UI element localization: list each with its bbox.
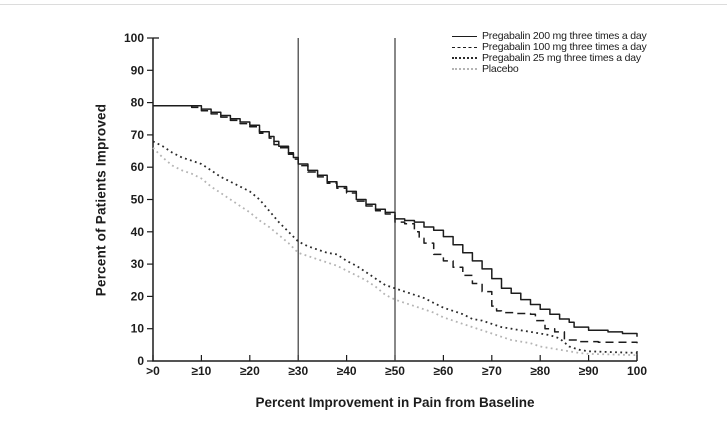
x-tick-label: ≥70 <box>482 364 502 378</box>
y-tick-label: 70 <box>131 128 145 142</box>
chart-legend: Pregabalin 200 mg three times a day Preg… <box>452 30 647 75</box>
series-curve-1 <box>153 105 638 344</box>
y-axis-title: Percent of Patients Improved <box>93 103 109 297</box>
legend-item-pregabalin-100: Pregabalin 100 mg three times a day <box>452 41 647 54</box>
page-top-rule <box>0 4 727 5</box>
x-tick-label: ≥80 <box>530 364 550 378</box>
x-tick-label: ≥20 <box>240 364 260 378</box>
y-tick-label: 30 <box>131 257 145 271</box>
legend-item-pregabalin-200: Pregabalin 200 mg three times a day <box>452 30 647 43</box>
x-tick-label: ≥10 <box>191 364 211 378</box>
y-tick-label: 80 <box>131 96 145 110</box>
y-tick-label: 50 <box>131 193 145 207</box>
x-tick-label: ≥30 <box>288 364 308 378</box>
x-axis-title: Percent Improvement in Pain from Baselin… <box>255 395 535 410</box>
legend-item-pregabalin-25: Pregabalin 25 mg three times a day <box>452 52 647 64</box>
y-tick-label: 60 <box>131 160 145 174</box>
dashed-line-sample-icon <box>452 46 477 48</box>
x-tick-label: ≥40 <box>337 364 357 378</box>
x-tick-label: ≥50 <box>385 364 405 378</box>
y-tick-label: 90 <box>131 63 145 77</box>
series-curve-2 <box>152 140 638 354</box>
y-tick-label: 10 <box>131 322 145 336</box>
legend-label: Pregabalin 25 mg three times a day <box>482 52 641 64</box>
x-tick-label: 100 <box>627 364 647 378</box>
y-tick-label: 100 <box>124 31 144 45</box>
light-dotted-line-sample-icon <box>452 67 477 70</box>
y-tick-label: 0 <box>137 354 144 368</box>
x-tick-label: >0 <box>146 364 160 378</box>
y-tick-label: 40 <box>131 225 145 239</box>
legend-item-placebo: Placebo <box>452 62 647 75</box>
dotted-line-sample-icon <box>452 56 477 59</box>
legend-label: Placebo <box>482 62 519 75</box>
series-curve-3 <box>152 147 638 357</box>
x-tick-label: ≥60 <box>433 364 453 378</box>
legend-label: Pregabalin 100 mg three times a day <box>482 41 647 54</box>
solid-line-sample-icon <box>452 35 477 37</box>
x-tick-label: ≥90 <box>579 364 599 378</box>
y-tick-label: 20 <box>131 289 145 303</box>
legend-label: Pregabalin 200 mg three times a day <box>482 30 647 43</box>
